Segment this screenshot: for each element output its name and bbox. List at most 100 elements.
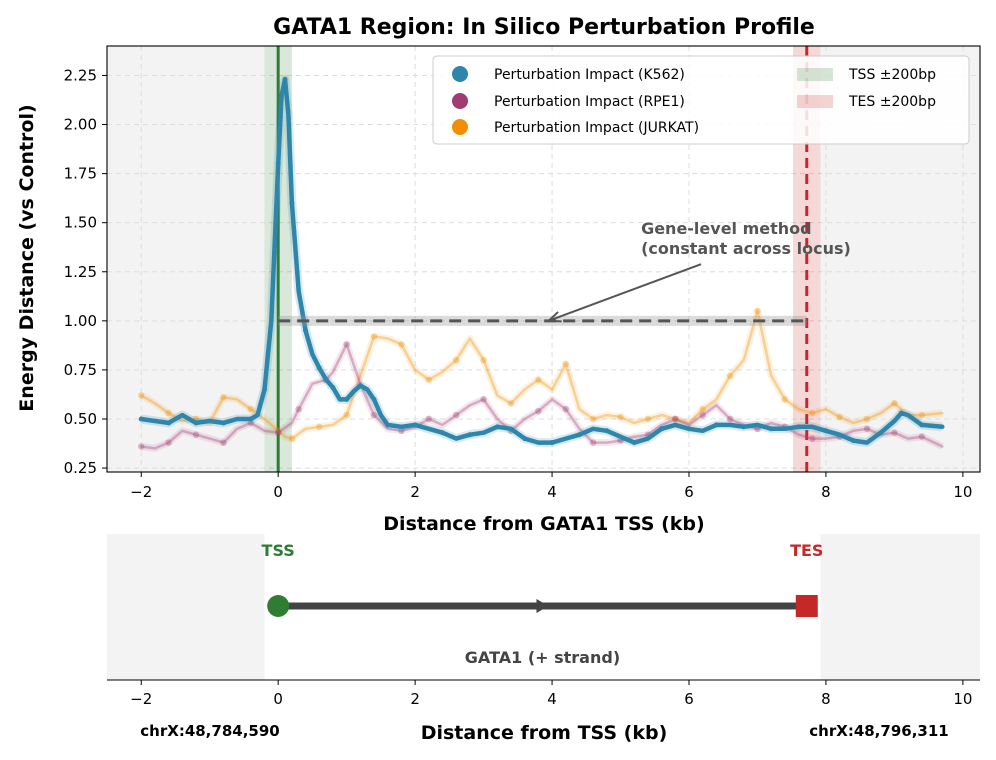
track-x-tick-label: 8 bbox=[821, 690, 831, 708]
annotation-arrowhead bbox=[546, 311, 562, 323]
data-point bbox=[138, 443, 145, 450]
data-point bbox=[863, 415, 871, 423]
gene-track-x-ticks: −2 0 2 4 6 8 10 bbox=[130, 680, 972, 708]
y-tick-label: 0.50 bbox=[64, 410, 97, 428]
y-tick-label: 1.00 bbox=[64, 312, 97, 330]
x-tick-label: 2 bbox=[410, 483, 420, 501]
x-tick-label: 4 bbox=[547, 483, 557, 501]
x-axis-ticks: −2 0 2 4 6 8 10 bbox=[130, 472, 972, 501]
x-tick-label: 8 bbox=[821, 483, 831, 501]
data-point bbox=[713, 422, 719, 428]
data-point bbox=[535, 407, 542, 415]
track-x-tick-label: 0 bbox=[273, 690, 283, 708]
data-point bbox=[604, 428, 610, 434]
data-point bbox=[220, 439, 227, 446]
data-point bbox=[425, 376, 433, 383]
data-point bbox=[303, 328, 309, 334]
data-point bbox=[343, 411, 350, 419]
data-point bbox=[193, 420, 199, 426]
data-point bbox=[562, 360, 569, 368]
tes-marker bbox=[795, 595, 818, 617]
annotation-arrow bbox=[548, 263, 702, 322]
data-point bbox=[282, 76, 288, 82]
data-point bbox=[768, 426, 774, 432]
y-tick-label: 1.50 bbox=[64, 214, 97, 232]
data-point bbox=[165, 409, 172, 417]
data-point bbox=[836, 413, 843, 421]
track-x-tick-label: −2 bbox=[130, 690, 152, 708]
data-point bbox=[370, 411, 378, 419]
data-point bbox=[330, 385, 336, 391]
tss-marker bbox=[267, 595, 290, 617]
data-point bbox=[918, 411, 925, 419]
data-point bbox=[589, 439, 597, 446]
data-point bbox=[289, 200, 295, 206]
data-point bbox=[589, 415, 597, 423]
data-point bbox=[754, 307, 761, 315]
legend-marker-k562 bbox=[452, 66, 468, 82]
track-x-tick-label: 10 bbox=[953, 690, 972, 708]
track-x-tick-label: 6 bbox=[684, 690, 694, 708]
data-point bbox=[370, 333, 378, 340]
data-point bbox=[809, 435, 816, 442]
x-tick-label: 6 bbox=[684, 483, 694, 501]
data-point bbox=[453, 411, 460, 419]
chart-title: GATA1 Region: In Silico Perturbation Pro… bbox=[273, 15, 815, 40]
y-tick-label: 2.00 bbox=[64, 116, 97, 134]
gene-track: TSS TES GATA1 (+ strand) bbox=[107, 534, 980, 681]
data-point bbox=[672, 415, 679, 423]
series-line-2 bbox=[139, 309, 944, 440]
tss-label: TSS bbox=[262, 541, 295, 560]
data-point bbox=[220, 394, 227, 401]
data-point bbox=[726, 415, 734, 423]
data-point bbox=[796, 424, 802, 430]
data-point bbox=[453, 356, 460, 364]
data-point bbox=[522, 436, 528, 442]
data-point bbox=[891, 429, 898, 436]
x-axis-label: Distance from GATA1 TSS (kb) bbox=[383, 513, 704, 535]
data-point bbox=[275, 161, 281, 167]
legend-box bbox=[432, 55, 970, 145]
data-point bbox=[398, 427, 405, 434]
data-point bbox=[699, 405, 706, 413]
data-point bbox=[562, 405, 569, 413]
data-point bbox=[823, 428, 829, 434]
gene-name-label: GATA1 (+ strand) bbox=[465, 648, 620, 667]
track-x-tick-label: 4 bbox=[547, 690, 557, 708]
annotation-line-2: (constant across locus) bbox=[641, 239, 851, 258]
series-band-1 bbox=[140, 340, 944, 452]
data-point bbox=[425, 415, 433, 423]
data-point bbox=[166, 420, 172, 426]
data-point bbox=[672, 415, 679, 423]
legend-label-tes: TES ±200bp bbox=[848, 94, 936, 110]
data-point bbox=[288, 435, 296, 442]
tes-label: TES bbox=[790, 541, 823, 560]
legend: Perturbation Impact (K562) Perturbation … bbox=[432, 55, 970, 145]
data-point bbox=[316, 365, 322, 371]
data-point bbox=[617, 413, 624, 421]
data-point bbox=[467, 432, 473, 438]
series-lines bbox=[138, 74, 945, 452]
legend-patch-tss bbox=[797, 68, 833, 81]
data-point bbox=[918, 433, 925, 440]
y-tick-label: 0.75 bbox=[64, 361, 97, 379]
legend-patch-tes bbox=[797, 95, 833, 108]
data-point bbox=[138, 416, 144, 422]
plot-frame bbox=[106, 45, 981, 473]
track-shade-left bbox=[107, 534, 265, 680]
gene-level-annotation: Gene-level method (constant across locus… bbox=[546, 219, 851, 323]
data-point bbox=[247, 419, 254, 427]
y-tick-label: 0.25 bbox=[64, 459, 97, 477]
x-tick-label: 0 bbox=[273, 483, 283, 501]
legend-label-tss: TSS ±200bp bbox=[848, 67, 936, 83]
gene-level-band bbox=[278, 315, 807, 326]
data-point bbox=[898, 410, 904, 416]
data-point bbox=[220, 420, 226, 426]
legend-label-rpe1: Perturbation Impact (RPE1) bbox=[494, 94, 685, 110]
data-point bbox=[248, 416, 254, 422]
data-point bbox=[878, 430, 884, 436]
data-point bbox=[192, 431, 200, 438]
data-point bbox=[316, 423, 323, 431]
series-line-1 bbox=[139, 343, 944, 450]
